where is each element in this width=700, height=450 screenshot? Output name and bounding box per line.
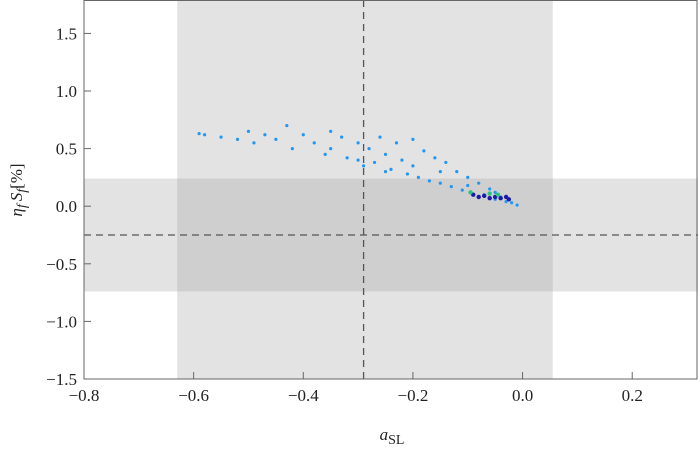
y-axis-label: ηfSf[%] [7, 163, 30, 216]
point [372, 160, 377, 165]
y-tick-label: −1.5 [46, 370, 77, 389]
y-label-sub: f [15, 187, 30, 193]
point [312, 141, 316, 145]
point [389, 167, 393, 171]
point [203, 133, 207, 137]
point [493, 190, 497, 194]
point [329, 129, 333, 133]
x-tick-label: −0.8 [69, 386, 100, 405]
point [468, 190, 473, 195]
y-tick-label: −0.5 [46, 255, 77, 274]
point [252, 141, 256, 145]
point [345, 156, 349, 160]
point [246, 129, 251, 133]
point [219, 135, 223, 139]
y-label-part: η [7, 208, 26, 216]
point [383, 170, 388, 174]
x-tick-label: 0.0 [512, 386, 533, 405]
point [481, 193, 487, 199]
point [367, 147, 371, 151]
point [488, 187, 492, 191]
y-tick-label: 1.5 [56, 24, 77, 43]
point [438, 170, 442, 174]
point [510, 201, 514, 205]
point [433, 156, 437, 160]
point [487, 195, 492, 201]
y-label-part: [%] [7, 163, 26, 188]
x-label-main: a [380, 425, 389, 444]
x-label-sub: SL [388, 433, 404, 445]
point [506, 197, 512, 202]
point [274, 137, 278, 141]
x-tick-label: −0.6 [178, 386, 209, 405]
y-tick-label: 0.0 [56, 197, 77, 216]
point [383, 152, 388, 156]
y-tick-label: 1.0 [56, 82, 77, 101]
point [495, 192, 501, 197]
point [466, 183, 470, 188]
point [235, 137, 240, 141]
point [323, 152, 327, 156]
point [405, 172, 410, 176]
y-label-part: S [7, 192, 26, 201]
point [411, 164, 415, 168]
point [498, 195, 503, 201]
point [378, 135, 382, 139]
x-tick-label: −0.4 [288, 386, 319, 405]
point [438, 181, 442, 185]
x-tick-label: −0.2 [398, 386, 429, 405]
point [427, 179, 431, 183]
point [197, 132, 201, 136]
point [394, 141, 399, 145]
y-label-sub: f [15, 202, 30, 208]
point [416, 175, 421, 180]
point [340, 135, 344, 139]
plot-frame [83, 0, 698, 380]
point [356, 158, 360, 162]
point [449, 185, 453, 189]
point [504, 199, 508, 204]
point [400, 158, 404, 162]
point [329, 147, 333, 151]
point [422, 149, 426, 153]
y-tick-label: 0.5 [56, 140, 77, 159]
point [460, 188, 464, 192]
point [356, 141, 360, 145]
point [487, 191, 492, 196]
x-axis-label: aSL [380, 425, 405, 445]
point [263, 133, 267, 137]
point [411, 137, 415, 141]
point [444, 160, 448, 165]
x-tick-label: 0.2 [622, 386, 643, 405]
point [515, 203, 519, 207]
y-tick-label: −1.0 [46, 312, 77, 331]
point [290, 147, 294, 151]
point [455, 170, 459, 174]
point [361, 164, 366, 168]
point [285, 123, 289, 128]
point [476, 194, 481, 200]
point [466, 175, 470, 180]
point [477, 181, 481, 185]
point [301, 133, 305, 137]
